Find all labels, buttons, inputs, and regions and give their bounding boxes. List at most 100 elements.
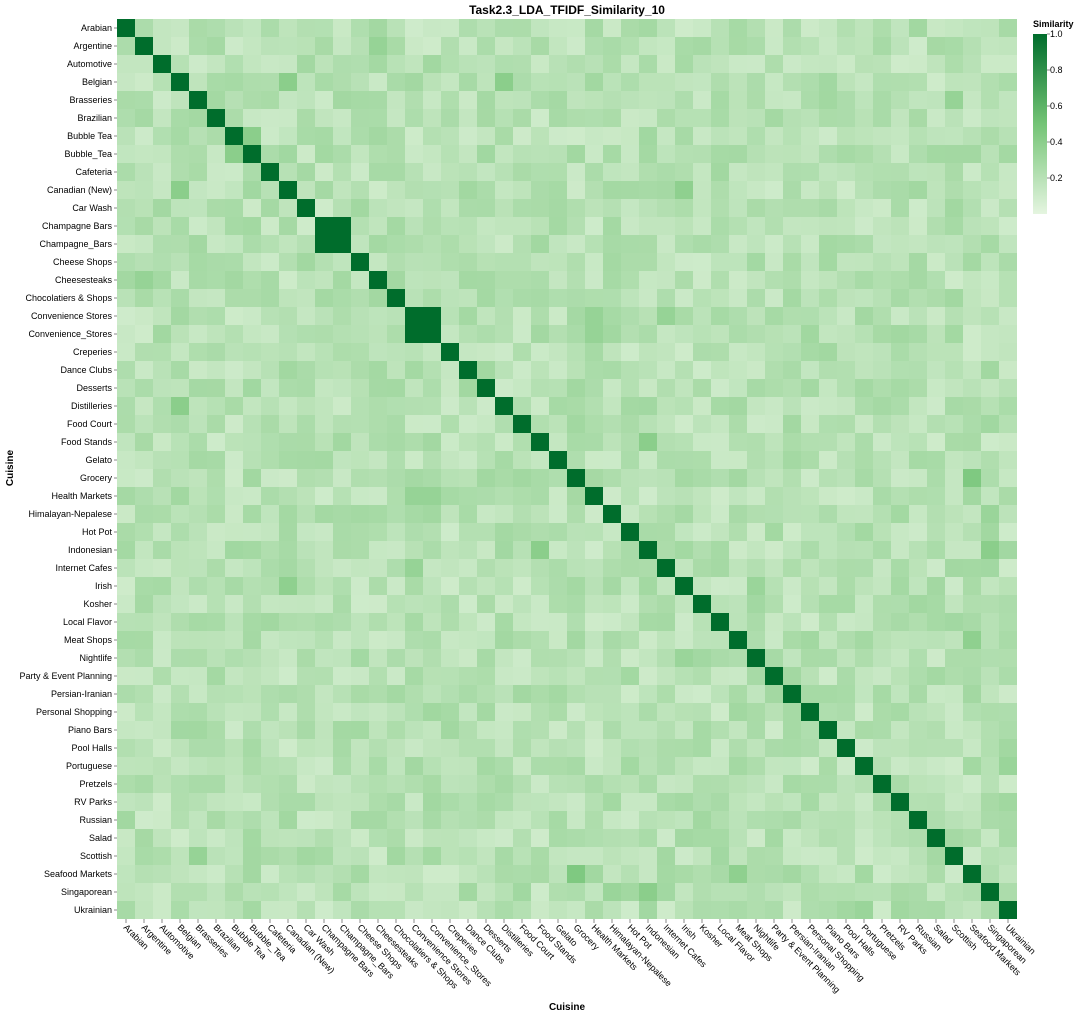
heatmap-cell [297,505,315,523]
heatmap-cell [963,37,981,55]
heatmap-cell [765,667,783,685]
heatmap-cell [657,451,675,469]
heatmap-cell [531,721,549,739]
heatmap-cell [405,811,423,829]
heatmap-cell [765,721,783,739]
heatmap-cell [189,289,207,307]
heatmap-cell [963,775,981,793]
heatmap-cell [693,217,711,235]
heatmap-cell [495,127,513,145]
heatmap-cell [135,217,153,235]
heatmap-cell [639,91,657,109]
heatmap-cell [855,289,873,307]
heatmap-cell [765,145,783,163]
heatmap-cell [909,163,927,181]
heatmap-cell [351,91,369,109]
heatmap-cell [153,739,171,757]
heatmap-cell [783,37,801,55]
heatmap-cell [153,505,171,523]
heatmap-cells [117,19,1017,919]
heatmap-cell [603,793,621,811]
heatmap-cell [801,703,819,721]
heatmap-cell [891,271,909,289]
heatmap-cell [369,505,387,523]
heatmap-cell [495,253,513,271]
heatmap-cell [333,829,351,847]
heatmap-cell [513,235,531,253]
heatmap-cell [693,181,711,199]
heatmap-cell [657,55,675,73]
heatmap-cell [171,73,189,91]
heatmap-cell [891,433,909,451]
heatmap-cell [711,109,729,127]
heatmap-cell [729,307,747,325]
heatmap-cell [549,91,567,109]
heatmap-cell [963,721,981,739]
heatmap-cell [981,901,999,919]
heatmap-cell [315,253,333,271]
heatmap-cell [531,541,549,559]
heatmap-cell [837,289,855,307]
heatmap-cell [603,523,621,541]
heatmap-cell [603,127,621,145]
heatmap-cell [837,73,855,91]
heatmap-cell [243,847,261,865]
heatmap-cell [549,523,567,541]
heatmap-cell [675,703,693,721]
heatmap-cell [135,361,153,379]
heatmap-cell [423,163,441,181]
heatmap-cell [693,91,711,109]
heatmap-cell [927,757,945,775]
heatmap-cell [387,577,405,595]
heatmap-cell [999,703,1017,721]
heatmap-cell [279,703,297,721]
heatmap-cell [621,289,639,307]
y-tick-label: Brasseries [69,95,112,105]
heatmap-cell [477,901,495,919]
heatmap-cell [279,127,297,145]
heatmap-cell [891,739,909,757]
y-tick-label: Food Stands [61,437,113,447]
heatmap-cell [315,397,333,415]
heatmap-cell [999,505,1017,523]
heatmap-cell [981,523,999,541]
heatmap-cell [351,559,369,577]
heatmap-cell [369,145,387,163]
heatmap-cell [981,289,999,307]
heatmap-cell [423,127,441,145]
heatmap-cell [639,217,657,235]
heatmap-cell [945,829,963,847]
heatmap-cell [549,235,567,253]
heatmap-cell [261,901,279,919]
heatmap-cell [477,775,495,793]
heatmap-cell [675,109,693,127]
heatmap-cell [513,343,531,361]
heatmap-cell [747,127,765,145]
heatmap-cell [495,739,513,757]
heatmap-cell [783,739,801,757]
heatmap-cell [441,685,459,703]
heatmap-cell [855,343,873,361]
heatmap-cell [585,505,603,523]
heatmap-cell [369,703,387,721]
heatmap-cell [873,145,891,163]
heatmap-cell [117,109,135,127]
heatmap-cell [621,217,639,235]
heatmap-cell [297,325,315,343]
heatmap-cell [243,901,261,919]
heatmap-cell [477,577,495,595]
heatmap-cell [297,217,315,235]
heatmap-cell [585,901,603,919]
heatmap-cell [837,613,855,631]
heatmap-cell [837,199,855,217]
heatmap-cell [549,559,567,577]
heatmap-cell [783,433,801,451]
heatmap-cell [765,91,783,109]
heatmap-cell [765,109,783,127]
heatmap-cell [963,865,981,883]
heatmap-cell [405,55,423,73]
heatmap-cell [711,811,729,829]
heatmap-cell [495,181,513,199]
heatmap-cell [729,379,747,397]
heatmap-cell [441,883,459,901]
